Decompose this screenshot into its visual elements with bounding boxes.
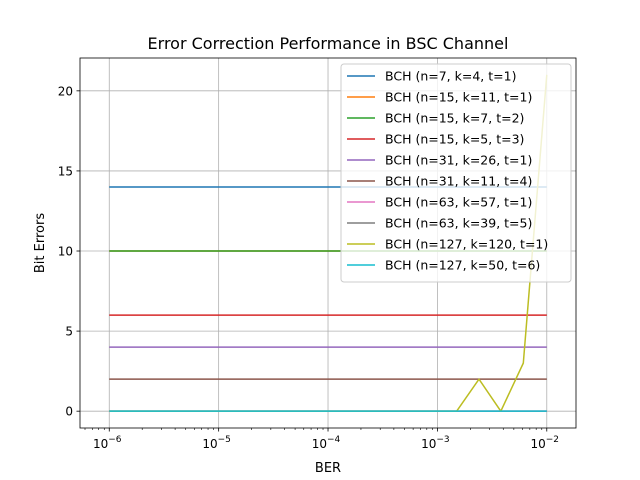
legend-label: BCH (n=15, k=7, t=2): [385, 111, 524, 126]
y-axis: 0 5 10 15 20: [58, 84, 80, 419]
y-tick-label: 0: [65, 405, 73, 419]
y-tick-label: 15: [58, 164, 73, 178]
legend-label: BCH (n=127, k=120, t=1): [385, 237, 548, 252]
legend-label: BCH (n=31, k=11, t=4): [385, 174, 532, 189]
chart-title: Error Correction Performance in BSC Chan…: [148, 34, 509, 53]
legend-label: BCH (n=15, k=11, t=1): [385, 90, 532, 105]
y-tick-label: 10: [58, 245, 73, 259]
x-tick-label: 10−5: [202, 435, 231, 451]
legend-label: BCH (n=15, k=5, t=3): [385, 132, 524, 147]
legend-label: BCH (n=127, k=50, t=6): [385, 258, 540, 273]
x-tick-label: 10−2: [530, 435, 559, 451]
legend-box: [340, 63, 572, 283]
legend-label: BCH (n=7, k=4, t=1): [385, 69, 516, 84]
x-axis: 10−6 10−5 10−4 10−3 10−2: [84, 428, 559, 451]
x-tick-label: 10−4: [312, 435, 341, 451]
legend-label: BCH (n=31, k=26, t=1): [385, 153, 532, 168]
x-tick-label: 10−6: [93, 435, 122, 451]
x-axis-label: BER: [315, 461, 341, 476]
x-tick-label: 10−3: [421, 435, 450, 451]
legend: BCH (n=7, k=4, t=1) BCH (n=15, k=11, t=1)…: [340, 63, 572, 283]
y-axis-label: Bit Errors: [33, 213, 48, 273]
legend-label: BCH (n=63, k=57, t=1): [385, 195, 532, 210]
y-tick-label: 5: [65, 325, 73, 339]
y-tick-label: 20: [58, 84, 73, 98]
legend-label: BCH (n=63, k=39, t=5): [385, 216, 532, 231]
